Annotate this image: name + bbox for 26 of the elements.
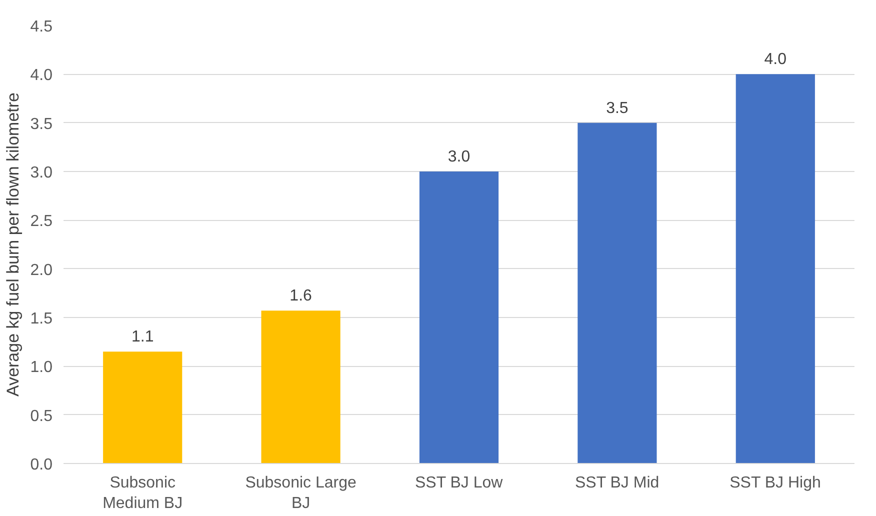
- y-tick-label: 0.5: [30, 408, 53, 425]
- data-label: 3.0: [448, 148, 470, 166]
- bar: [103, 352, 182, 464]
- y-tick-label: 2.0: [30, 262, 53, 279]
- bar: [736, 74, 815, 464]
- y-tick-label: 3.0: [30, 164, 53, 182]
- y-axis-title: Average kg fuel burn per flown kilometre: [3, 92, 22, 396]
- x-tick-label: Subsonic Medium BJ: [102, 474, 183, 512]
- bar: [578, 122, 657, 464]
- data-label: 3.5: [606, 100, 628, 117]
- y-tick-label: 3.5: [30, 116, 53, 133]
- y-tick-label: 1.0: [30, 359, 53, 376]
- bar: [419, 172, 499, 464]
- y-tick-label: 2.5: [30, 213, 53, 230]
- y-tick-label: 0.0: [30, 456, 53, 474]
- y-tick-label: 4.5: [30, 18, 53, 36]
- data-label: 1.6: [290, 288, 312, 305]
- x-tick-label: Subsonic Large BJ: [245, 474, 356, 512]
- y-tick-label: 1.5: [30, 310, 53, 328]
- data-label: 4.0: [764, 51, 787, 68]
- x-tick-label: SST BJ Low: [414, 474, 504, 492]
- y-tick-label: 4.0: [30, 67, 53, 84]
- x-tick-label: SST BJ High: [730, 474, 821, 492]
- x-tick-label: SST BJ Mid: [574, 474, 660, 492]
- bar: [261, 310, 340, 464]
- data-label: 1.1: [131, 328, 154, 346]
